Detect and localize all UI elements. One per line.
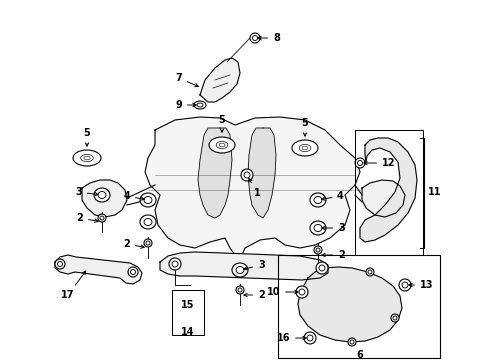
Text: 13: 13 <box>408 280 433 290</box>
Text: 11: 11 <box>427 187 441 197</box>
Circle shape <box>241 169 252 181</box>
Circle shape <box>98 214 106 222</box>
Polygon shape <box>297 267 401 342</box>
Text: 4: 4 <box>123 191 144 201</box>
Text: 15: 15 <box>181 300 194 310</box>
Circle shape <box>249 33 260 43</box>
Circle shape <box>390 314 398 322</box>
Polygon shape <box>55 255 142 284</box>
Ellipse shape <box>309 221 325 235</box>
Text: 12: 12 <box>363 158 395 168</box>
Circle shape <box>365 268 373 276</box>
Polygon shape <box>160 252 327 280</box>
Polygon shape <box>82 180 127 217</box>
Text: 2: 2 <box>123 239 144 249</box>
Text: 7: 7 <box>175 73 198 87</box>
Text: 1: 1 <box>248 178 260 198</box>
Circle shape <box>313 246 321 254</box>
Circle shape <box>295 286 307 298</box>
Polygon shape <box>198 128 231 218</box>
Text: 2: 2 <box>321 250 344 260</box>
Polygon shape <box>145 117 359 260</box>
Polygon shape <box>359 138 416 242</box>
Circle shape <box>347 338 355 346</box>
Text: 17: 17 <box>61 271 85 300</box>
Bar <box>172 290 203 335</box>
Ellipse shape <box>208 137 235 153</box>
Circle shape <box>55 259 65 269</box>
Circle shape <box>169 258 181 270</box>
Bar <box>354 130 422 255</box>
Ellipse shape <box>231 263 247 277</box>
Ellipse shape <box>140 193 156 207</box>
Text: 10: 10 <box>266 287 298 297</box>
Ellipse shape <box>140 215 156 229</box>
Polygon shape <box>200 58 240 102</box>
Ellipse shape <box>73 150 101 166</box>
Text: 4: 4 <box>321 191 343 201</box>
Ellipse shape <box>194 101 205 109</box>
Text: 9: 9 <box>175 100 196 110</box>
Text: 5: 5 <box>83 128 90 146</box>
Text: 14: 14 <box>181 327 194 337</box>
Text: 5: 5 <box>301 118 308 136</box>
Ellipse shape <box>291 140 317 156</box>
Circle shape <box>315 262 327 274</box>
Text: 3: 3 <box>75 187 98 197</box>
Circle shape <box>128 267 138 277</box>
Polygon shape <box>361 180 404 217</box>
Ellipse shape <box>94 188 110 202</box>
Text: 2: 2 <box>76 213 98 223</box>
Text: 5: 5 <box>218 115 225 132</box>
Circle shape <box>354 158 364 168</box>
Text: 8: 8 <box>257 33 279 43</box>
Polygon shape <box>247 128 275 218</box>
Text: 2: 2 <box>244 290 264 300</box>
Text: 3: 3 <box>243 260 264 270</box>
Text: 6: 6 <box>356 350 363 360</box>
Circle shape <box>304 332 315 344</box>
Circle shape <box>143 239 152 247</box>
Circle shape <box>236 286 244 294</box>
Bar <box>278 255 439 358</box>
Text: 16: 16 <box>276 333 305 343</box>
Text: 3: 3 <box>321 223 344 233</box>
Circle shape <box>398 279 410 291</box>
Ellipse shape <box>309 193 325 207</box>
